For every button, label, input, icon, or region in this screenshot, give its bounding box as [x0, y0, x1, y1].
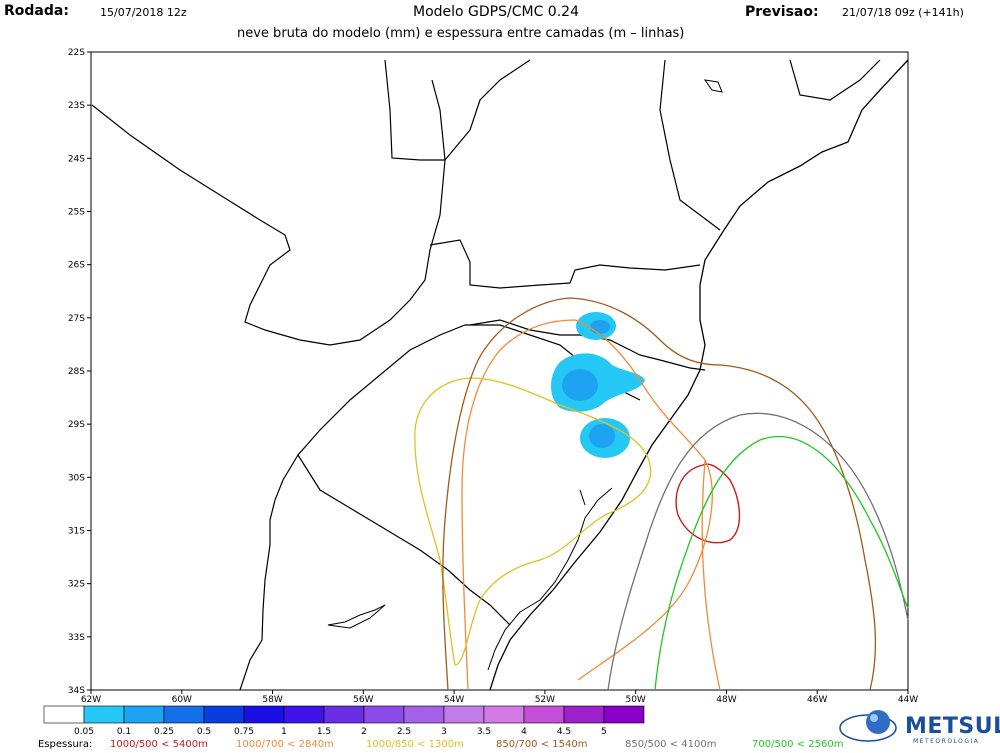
coastline: [489, 59, 909, 691]
colorbar-swatch: [563, 705, 605, 724]
border-sao-paulo: [384, 59, 721, 231]
previsao-value: 21/07/18 09z (+141h): [842, 6, 964, 19]
colorbar-swatch: [483, 705, 525, 724]
colorbar-swatch: [523, 705, 565, 724]
border-minas: [789, 59, 881, 101]
lat-tick-label: 34S: [68, 686, 85, 696]
snow-blob-core: [590, 320, 610, 334]
lat-tick-label: 28S: [68, 367, 85, 377]
island: [703, 79, 723, 93]
colorbar-label: 0.05: [74, 727, 94, 737]
contour-700-500: [654, 435, 909, 691]
colorbar-swatch: [123, 705, 165, 724]
colorbar-swatch: [243, 705, 285, 724]
map-title: Modelo GDPS/CMC 0.24: [413, 4, 579, 20]
lon-tick-label: 46W: [807, 695, 827, 705]
rodada-label: Rodada:: [4, 3, 69, 19]
lon-tick-label: 58W: [262, 695, 282, 705]
colorbar-swatch: [443, 705, 485, 724]
colorbar-swatch: [83, 705, 125, 724]
lon-tick-label: 48W: [716, 695, 736, 705]
map-subtitle: neve bruta do modelo (mm) e espessura en…: [237, 26, 685, 41]
metsul-logo-tagline: METEOROLOGIA: [913, 738, 980, 745]
lat-tick-label: 22S: [68, 48, 85, 58]
lon-tick-label: 60W: [172, 695, 192, 705]
lat-tick-label: 32S: [68, 580, 85, 590]
contour-850-500: [607, 412, 909, 691]
colorbar-label: 2: [361, 727, 367, 737]
legend-item-850-700: 850/700 < 1540m: [496, 739, 588, 750]
lat-tick-label: 23S: [68, 101, 85, 111]
colorbar-label: 5: [601, 727, 607, 737]
colorbar-label: 3.5: [477, 727, 491, 737]
latitude-axis: 22S 23S 24S 25S 26S 27S 28S 29S 30S 31S 32S 33S 34S: [68, 48, 91, 696]
colorbar-label: 3: [441, 727, 447, 737]
colorbar-swatch: [43, 705, 85, 724]
lat-tick-label: 26S: [68, 261, 85, 271]
colorbar-label: 0.5: [197, 727, 211, 737]
border-parana: [429, 239, 701, 289]
contour-1000-850: [414, 377, 652, 666]
thickness-contours: [414, 297, 909, 691]
rodada-value: 15/07/2018 12z: [100, 6, 187, 19]
lon-tick-label: 52W: [535, 695, 555, 705]
colorbar-swatch: [323, 705, 365, 724]
colorbar-swatch: [163, 705, 205, 724]
map-frame: [90, 51, 909, 691]
legend-item-700-500: 700/500 < 2560m: [752, 739, 844, 750]
legend-prefix: Espessura:: [38, 739, 93, 750]
metsul-logo-text: METSUL: [905, 714, 1000, 739]
lon-tick-label: 54W: [444, 695, 464, 705]
border-paraguay: [91, 79, 446, 346]
metsul-logo-globe: [839, 710, 897, 742]
lon-tick-label: 62W: [81, 695, 101, 705]
legend-item-1000-500: 1000/500 < 5400m: [110, 739, 208, 750]
colorbar-label: 1.5: [317, 727, 331, 737]
lon-tick-label: 50W: [625, 695, 645, 705]
border-brazil-uruguay: [297, 454, 511, 626]
lat-tick-label: 25S: [68, 208, 85, 218]
contour-850-700: [442, 297, 877, 691]
colorbar-label: 0.25: [154, 727, 174, 737]
lat-tick-label: 31S: [68, 527, 85, 537]
colorbar: 0.05 0.1 0.25 0.5 0.75 1 1.5 2 2.5 3 3.5 4 4.5 5: [43, 705, 645, 737]
lat-tick-label: 27S: [68, 314, 85, 324]
lat-tick-label: 29S: [68, 420, 85, 430]
colorbar-label: 0.1: [117, 727, 131, 737]
colorbar-label: 1: [281, 727, 287, 737]
snow-field: [551, 312, 645, 458]
contour-1000-700: [461, 319, 721, 691]
legend-item-1000-850: 1000/850 < 1300m: [366, 739, 464, 750]
colorbar-label: 4.5: [557, 727, 571, 737]
lat-tick-label: 30S: [68, 473, 85, 483]
lat-tick-label: 24S: [68, 154, 85, 164]
lon-tick-label: 44W: [898, 695, 918, 705]
colorbar-swatch: [403, 705, 445, 724]
colorbar-label: 4: [521, 727, 527, 737]
border-uruguay-river: [239, 324, 641, 691]
lat-tick-label: 33S: [68, 633, 85, 643]
snow-blob-core: [589, 424, 615, 448]
map-content: [91, 59, 909, 691]
longitude-axis: 62W 60W 58W 56W 54W 52W 50W 48W 46W 44W: [81, 690, 918, 705]
snow-blob-core: [562, 369, 598, 401]
legend-item-1000-700: 1000/700 < 2840m: [236, 739, 334, 750]
island: [327, 604, 386, 629]
lon-tick-label: 56W: [353, 695, 373, 705]
lagoon: [487, 487, 613, 671]
colorbar-swatch: [283, 705, 325, 724]
colorbar-swatch: [363, 705, 405, 724]
colorbar-label: 2.5: [397, 727, 411, 737]
legend-item-850-500: 850/500 < 4100m: [625, 739, 717, 750]
previsao-label: Previsao:: [745, 4, 819, 20]
colorbar-swatch: [603, 705, 645, 724]
colorbar-label: 0.75: [234, 727, 254, 737]
colorbar-swatch: [203, 705, 245, 724]
